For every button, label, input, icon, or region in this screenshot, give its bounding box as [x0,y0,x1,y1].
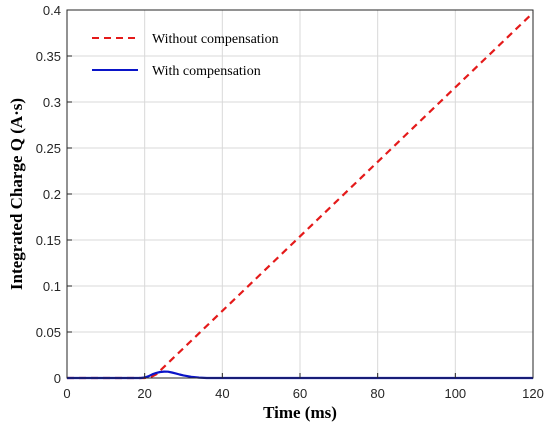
y-tick-label: 0.25 [36,141,61,156]
legend: Without compensation With compensation [92,32,279,79]
x-tick-label: 40 [215,386,229,401]
y-tick-label: 0.1 [43,279,61,294]
ticks: 0 20 40 60 80 100 120 0 0.05 0.1 0.15 0.2 0.25 0.3 0.3… [36,3,544,401]
legend-label-with-compensation: With compensation [152,64,261,79]
series-line-with-compensation [67,370,533,380]
x-tick-label: 20 [137,386,151,401]
y-tick-label: 0.15 [36,233,61,248]
x-axis-title: Time (ms) [263,403,337,422]
x-tick-label: 100 [444,386,466,401]
y-tick-label: 0 [54,371,61,386]
x-tick-label: 120 [522,386,544,401]
x-tick-label: 80 [370,386,384,401]
y-tick-label: 0.05 [36,325,61,340]
y-tick-label: 0.2 [43,187,61,202]
y-tick-label: 0.3 [43,95,61,110]
y-axis-title: Integrated Charge Q (A·s) [7,98,26,290]
y-tick-label: 0.4 [43,3,61,18]
x-tick-label: 60 [293,386,307,401]
grid [67,10,533,378]
y-tick-label: 0.35 [36,49,61,64]
legend-label-without-compensation: Without compensation [152,32,279,47]
x-tick-label: 0 [63,386,70,401]
